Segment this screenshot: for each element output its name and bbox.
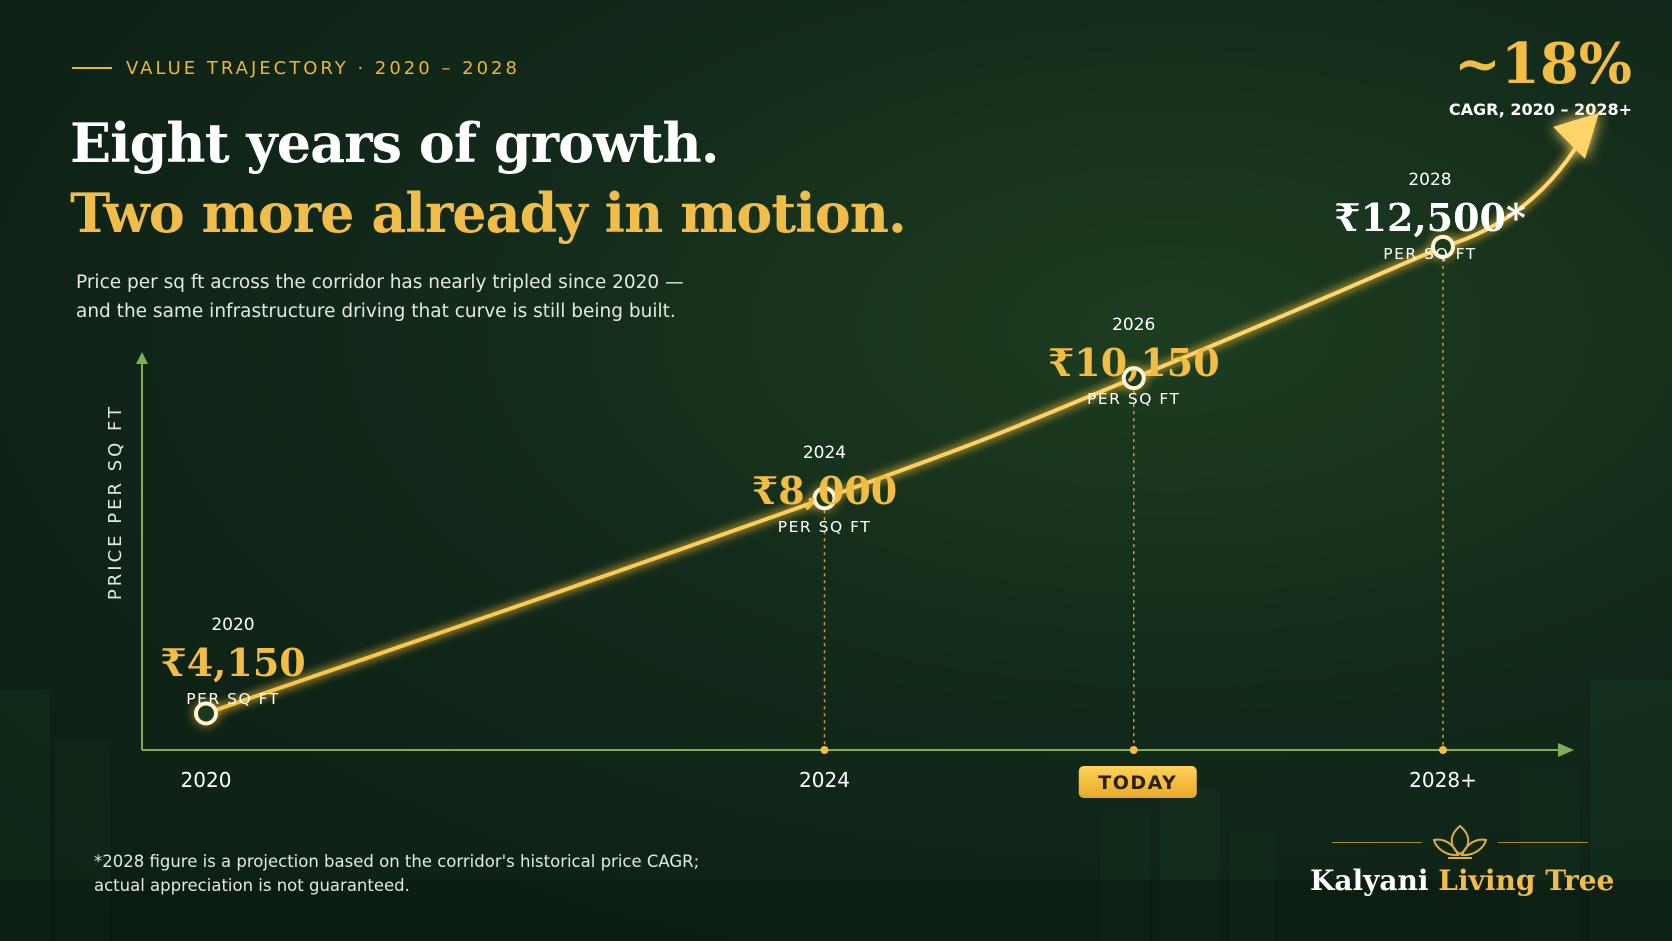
y-axis-label: PRICE PER SQ FT — [105, 404, 126, 600]
axis-marker — [820, 746, 829, 754]
brand-emblem — [1310, 822, 1610, 862]
cagr-value: ~18% — [1453, 31, 1632, 97]
today-badge — [1078, 766, 1197, 798]
headline: Eight years of growth. Two more already … — [70, 108, 907, 248]
data-points — [191, 231, 1458, 729]
x-tick-label: 2020 — [181, 768, 232, 792]
ground-shadow — [0, 880, 1672, 941]
x-axis-arrow — [1558, 743, 1574, 757]
point-unit-label: PER SQ FT — [1383, 245, 1476, 263]
eyebrow: VALUE TRAJECTORY · 2020 – 2028 — [72, 56, 520, 80]
point-unit-label: PER SQ FT — [1087, 390, 1180, 408]
point-annotations: 2020 ₹4,150 PER SQ FT 2024 ₹8,000 PER SQ FT 20… — [160, 170, 1526, 708]
data-point — [812, 486, 837, 511]
y-axis-arrow — [136, 352, 148, 364]
axis-marker — [1129, 746, 1138, 754]
headline-line-1: Eight years of growth. — [70, 111, 720, 175]
data-point — [1121, 366, 1146, 391]
footnote-line-2: actual appreciation is not guaranteed. — [94, 876, 410, 895]
point-value-label: ₹10,150 — [1048, 340, 1220, 385]
data-point — [1431, 234, 1455, 259]
point-value-label: ₹8,000 — [752, 468, 897, 513]
subtitle: Price per sq ft across the corridor has … — [76, 268, 716, 326]
cagr-label: CAGR, 2020 – 2028+ — [1448, 100, 1632, 119]
data-point — [194, 701, 218, 726]
axis-marker — [1439, 746, 1447, 754]
subtitle-line-2: and the same infrastructure driving that… — [76, 301, 676, 322]
x-tick-labels: 2020 2024 TODAY 2028+ — [181, 766, 1477, 798]
brand-rule-left — [1332, 841, 1422, 843]
brand-name-part-2: Living Tree — [1438, 864, 1615, 897]
point-value-label: ₹12,500* — [1334, 195, 1526, 240]
point-unit-label: PER SQ FT — [778, 518, 871, 536]
x-tick-label: 2024 — [799, 768, 850, 792]
headline-line-2: Two more already in motion. — [70, 181, 907, 245]
point-unit-label: PER SQ FT — [186, 690, 279, 708]
series-line — [204, 126, 1589, 716]
point-year-label: 2028 — [1408, 170, 1451, 190]
brand-logo: Kalyani Living Tree — [1310, 822, 1614, 897]
brand-name-part-1: Kalyani — [1310, 864, 1429, 897]
footnote: *2028 figure is a projection based on th… — [94, 850, 814, 898]
drop-lines — [820, 258, 1447, 754]
point-value-label: ₹4,150 — [160, 640, 305, 685]
brand-rule-right — [1498, 841, 1588, 843]
trend-arrow-icon — [1553, 112, 1599, 159]
subtitle-line-1: Price per sq ft across the corridor has … — [76, 272, 684, 293]
point-year-label: 2024 — [803, 443, 846, 463]
point-year-label: 2020 — [211, 615, 254, 635]
eyebrow-text: VALUE TRAJECTORY · 2020 – 2028 — [126, 57, 520, 79]
footnote-line-1: *2028 figure is a projection based on th… — [94, 852, 700, 871]
x-tick-label: 2028+ — [1409, 768, 1477, 792]
eyebrow-rule — [72, 67, 112, 69]
brand-name: Kalyani Living Tree — [1310, 864, 1614, 897]
lotus-leaf-icon — [1432, 824, 1488, 859]
point-year-label: 2026 — [1112, 315, 1155, 335]
x-tick-label-today: TODAY — [1098, 772, 1177, 794]
cagr-callout: ~18% CAGR, 2020 – 2028+ — [1449, 30, 1632, 119]
